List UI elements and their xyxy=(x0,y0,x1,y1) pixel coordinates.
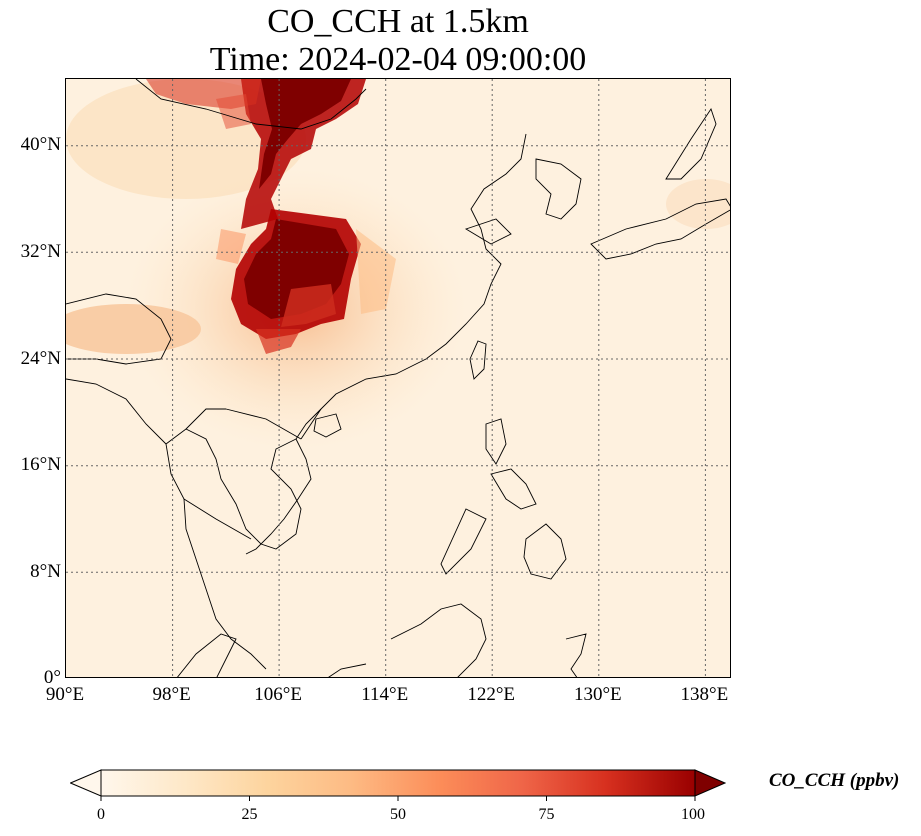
colorbar-tick-25: 25 xyxy=(241,806,258,823)
lat-label-40n: 40°N xyxy=(20,134,61,155)
colorbar-tick-0: 0 xyxy=(97,806,105,823)
map-panel xyxy=(65,78,731,678)
lon-label-106e: 106°E xyxy=(254,684,302,705)
lon-label-114e: 114°E xyxy=(361,684,409,705)
lat-label-0: 0° xyxy=(43,667,61,688)
lat-label-32n: 32°N xyxy=(20,241,61,262)
colorbar-gradient xyxy=(100,769,696,797)
lat-label-16n: 16°N xyxy=(20,454,61,475)
colorbar xyxy=(70,769,726,801)
colorbar-extend-max xyxy=(694,769,726,797)
haze-tibet xyxy=(66,304,201,354)
lon-label-98e: 98°E xyxy=(152,684,191,705)
map-title: CO_CCH at 1.5km xyxy=(267,3,529,40)
lon-label-130e: 130°E xyxy=(573,684,622,705)
colorbar-tick-100: 100 xyxy=(681,806,705,823)
colorbar-ticks xyxy=(100,796,696,801)
gridlines xyxy=(66,79,730,677)
colorbar-extend-min xyxy=(70,769,102,797)
lat-label-24n: 24°N xyxy=(20,348,61,369)
colorbar-tick-75: 75 xyxy=(538,806,555,823)
colorbar-label: CO_CCH (ppbv) xyxy=(769,770,900,791)
lat-label-8n: 8°N xyxy=(30,561,61,582)
map-canvas xyxy=(66,79,730,677)
colorbar-tick-50: 50 xyxy=(390,806,406,823)
lon-label-138e: 138°E xyxy=(680,684,729,705)
lon-label-90e: 90°E xyxy=(45,684,85,705)
map-subtitle-time: Time: 2024-02-04 09:00:00 xyxy=(209,41,587,78)
coastlines xyxy=(66,79,730,677)
lon-label-122e: 122°E xyxy=(467,684,516,705)
